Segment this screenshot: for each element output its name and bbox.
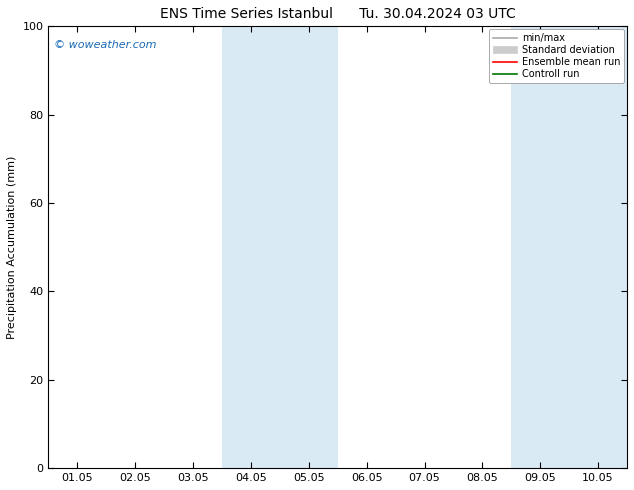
Legend: min/max, Standard deviation, Ensemble mean run, Controll run: min/max, Standard deviation, Ensemble me… xyxy=(489,29,624,83)
Bar xyxy=(511,26,569,468)
Y-axis label: Precipitation Accumulation (mm): Precipitation Accumulation (mm) xyxy=(7,155,17,339)
Title: ENS Time Series Istanbul      Tu. 30.04.2024 03 UTC: ENS Time Series Istanbul Tu. 30.04.2024 … xyxy=(160,7,515,21)
Text: © woweather.com: © woweather.com xyxy=(54,40,157,49)
Bar xyxy=(569,26,627,468)
Bar xyxy=(222,26,280,468)
Bar xyxy=(280,26,338,468)
